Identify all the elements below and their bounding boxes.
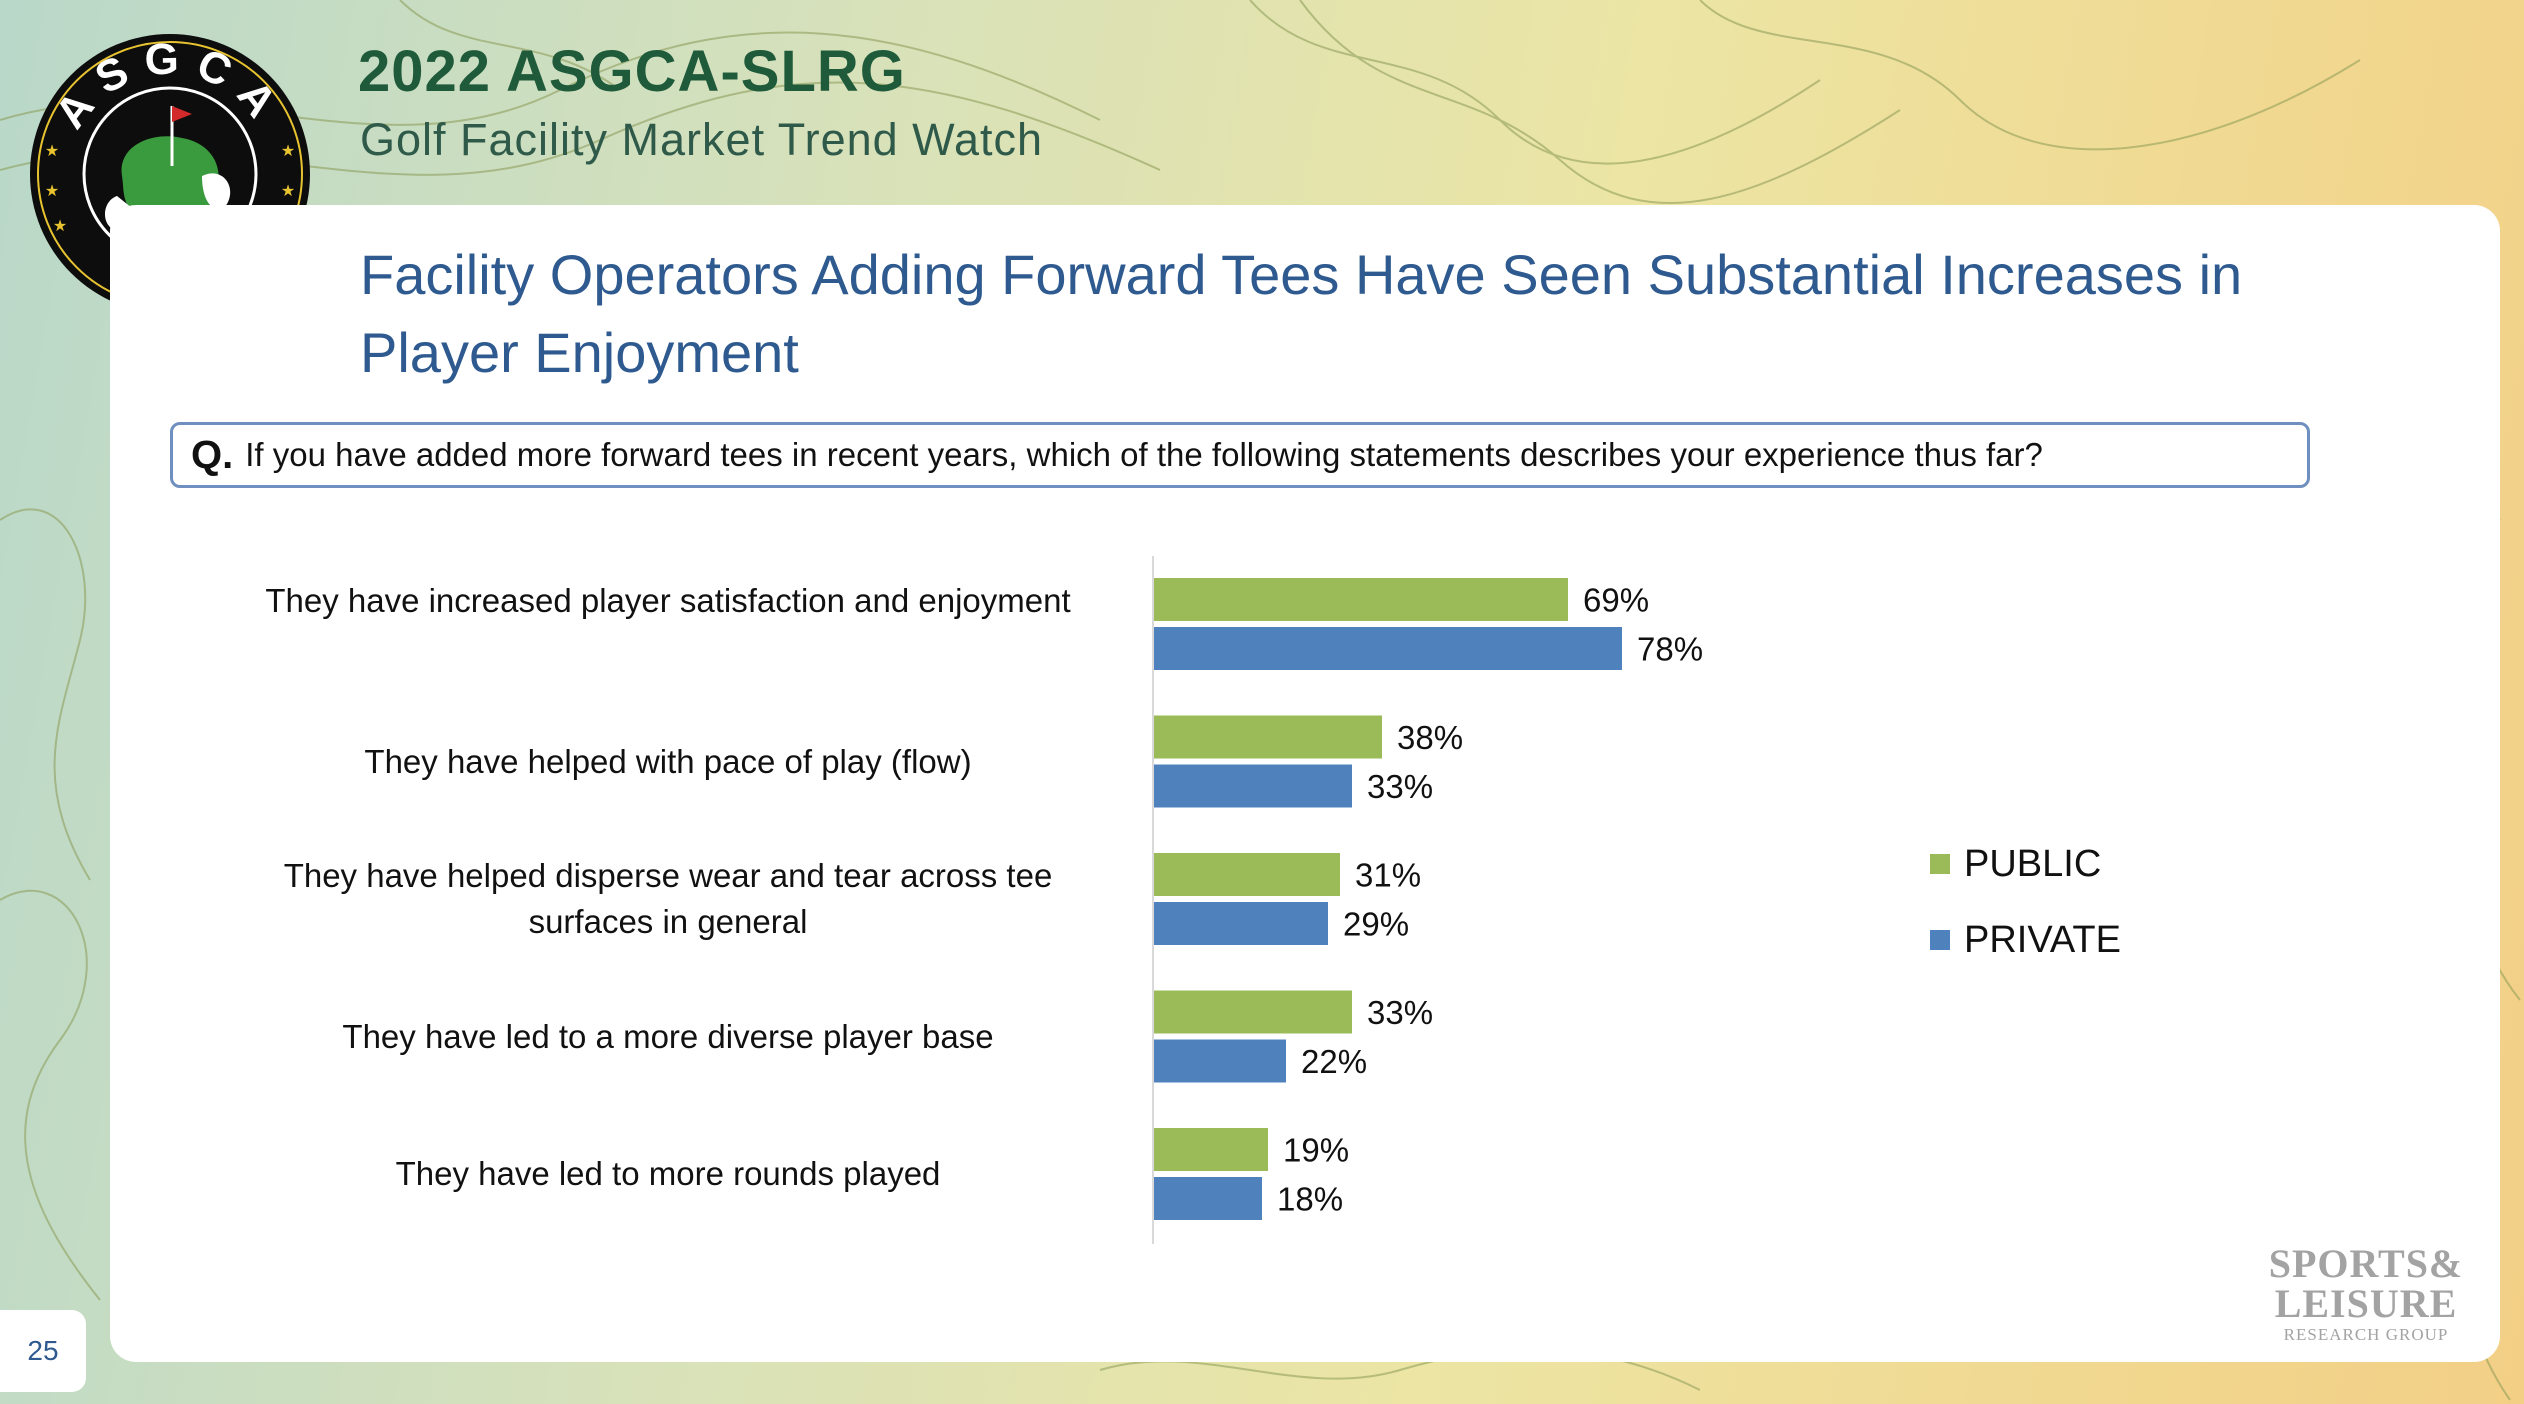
bar-public-2 [1154, 853, 1340, 896]
svg-text:★: ★ [45, 141, 59, 160]
question-box: Q. If you have added more forward tees i… [170, 422, 2310, 488]
bar-private-0 [1154, 627, 1622, 670]
category-label: They have helped with pace of play (flow… [364, 742, 972, 780]
legend-swatch [1930, 930, 1950, 950]
bar-public-1 [1154, 715, 1382, 759]
data-label-private-2: 29% [1343, 906, 1409, 943]
svg-text:★: ★ [53, 216, 67, 235]
page-number: 25 [0, 1310, 86, 1392]
data-label-public-3: 33% [1367, 994, 1433, 1031]
category-label: They have led to a more diverse player b… [342, 1017, 994, 1055]
data-label-public-4: 19% [1283, 1132, 1349, 1169]
svg-text:★: ★ [281, 181, 295, 200]
legend-label: PRIVATE [1964, 918, 2121, 961]
slrg-logo: SPORTS& LEISURE RESEARCH GROUP [2266, 1244, 2466, 1346]
category-label: They have led to more rounds played [395, 1155, 941, 1192]
data-label-private-1: 33% [1367, 768, 1433, 805]
data-label-private-0: 78% [1637, 631, 1703, 668]
bar-private-1 [1154, 764, 1352, 808]
legend-item-public: PUBLIC [1930, 826, 2121, 902]
bar-public-0 [1154, 578, 1568, 621]
legend-label: PUBLIC [1964, 842, 2102, 885]
bar-public-3 [1154, 990, 1352, 1034]
bar-private-3 [1154, 1039, 1286, 1083]
slrg-line3: RESEARCH GROUP [2283, 1325, 2449, 1344]
legend-item-private: PRIVATE [1930, 902, 2121, 978]
category-label: They have helped disperse wear and tear … [283, 857, 1053, 940]
svg-text:★: ★ [281, 141, 295, 160]
bar-private-4 [1154, 1177, 1262, 1220]
data-label-private-4: 18% [1277, 1181, 1343, 1218]
data-label-public-0: 69% [1583, 582, 1649, 619]
legend-swatch [1930, 854, 1950, 874]
report-subtitle: Golf Facility Market Trend Watch [360, 114, 1044, 165]
category-label: They have increased player satisfaction … [265, 582, 1071, 619]
data-label-public-1: 38% [1397, 719, 1463, 756]
question-prefix: Q. [191, 432, 234, 477]
data-label-public-2: 31% [1355, 857, 1421, 894]
slide-title: Facility Operators Adding Forward Tees H… [360, 243, 2243, 384]
slrg-line2: LEISURE [2274, 1281, 2458, 1326]
chart-legend: PUBLIC PRIVATE [1930, 826, 2121, 978]
report-title: 2022 ASGCA-SLRG [358, 39, 906, 104]
question-text: If you have added more forward tees in r… [245, 436, 2043, 473]
svg-text:★: ★ [45, 181, 59, 200]
slrg-line1: SPORTS& [2268, 1241, 2464, 1286]
bar-public-4 [1154, 1128, 1268, 1171]
bar-private-2 [1154, 902, 1328, 945]
data-label-private-3: 22% [1301, 1043, 1367, 1080]
